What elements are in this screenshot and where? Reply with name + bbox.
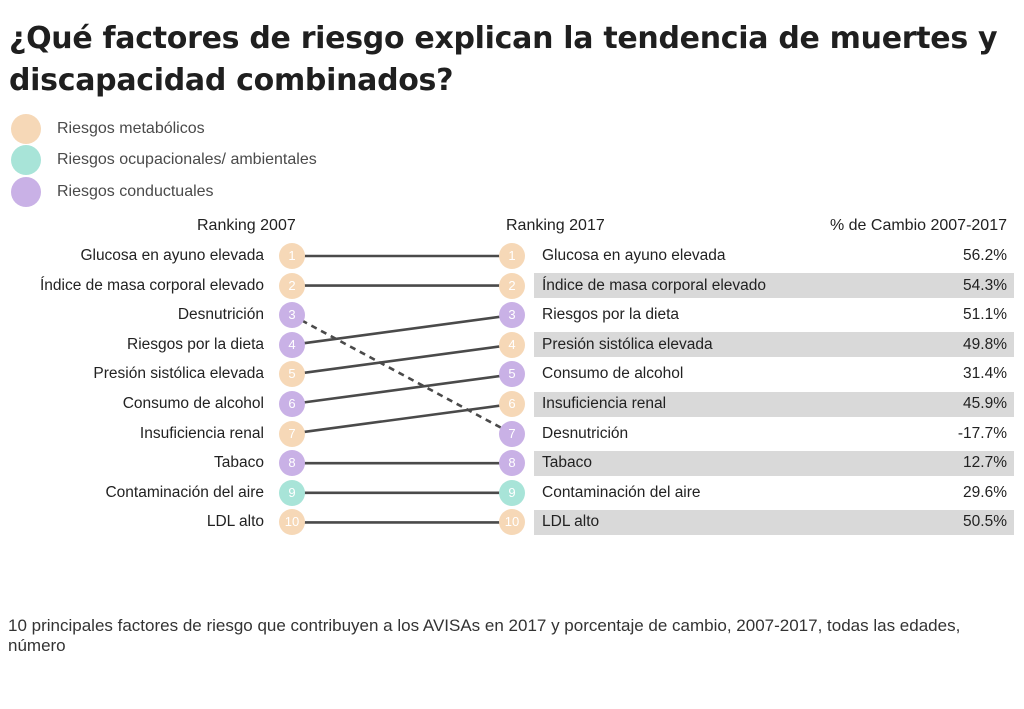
chart-title: ¿Qué factores de riesgo explican la tend… [9, 21, 998, 98]
rank-2017-circle: 3 [499, 302, 525, 329]
legend-label-behavioral: Riesgos conductuales [57, 182, 214, 200]
rank-2017-label: Índice de masa corporal elevado [542, 276, 767, 294]
rank-line [291, 343, 513, 376]
header-ranking-2007: Ranking 2007 [197, 217, 296, 234]
percent-change-value: 51.1% [963, 306, 1007, 324]
rank-2007-label: Índice de masa corporal elevado [39, 276, 264, 294]
legend-swatch-behavioral [11, 176, 41, 207]
rank-2007-label: Consumo de alcohol [122, 395, 264, 412]
legend: Riesgos metabólicos Riesgos ocupacionale… [11, 113, 317, 208]
table-row-background [534, 332, 1014, 358]
legend-item-metabolic: Riesgos metabólicos [11, 113, 317, 145]
rank-2017-circle: 6 [499, 391, 525, 417]
rank-2017-circle: 10 [499, 509, 525, 536]
rank-2007-circle: 8 [279, 450, 305, 477]
legend-label-metabolic: Riesgos metabólicos [57, 119, 205, 137]
legend-swatch-metabolic [11, 113, 41, 144]
percent-change-value: 49.8% [963, 335, 1007, 353]
rank-2017-label: LDL alto [542, 513, 600, 531]
rank-2007-circle: 5 [279, 361, 305, 388]
percent-change-value: 31.4% [963, 365, 1007, 383]
rank-2007-label: Presión sistólica elevada [93, 365, 264, 383]
rank-2007-circle: 4 [279, 331, 305, 358]
percent-change-value: 12.7% [963, 454, 1007, 472]
rank-2017-label: Contaminación del aire [542, 483, 701, 501]
rank-2007-label: Tabaco [214, 454, 264, 472]
rank-2007-label: Glucosa en ayuno elevada [80, 247, 264, 264]
percent-change-value: 54.3% [963, 276, 1007, 294]
footnote: 10 principales factores de riesgo que co… [8, 616, 961, 655]
rank-2017-circle: 2 [499, 272, 525, 299]
rank-2017-circle: 8 [499, 450, 525, 477]
rank-2017-label: Glucosa en ayuno elevada [542, 247, 726, 264]
rank-2017-label: Riesgos por la dieta [542, 306, 679, 324]
rank-2017-circle: 9 [499, 479, 525, 506]
rank-2017-label: Insuficiencia renal [542, 395, 667, 412]
rank-2007-circle: 2 [279, 272, 305, 299]
rank-line [291, 313, 513, 347]
rank-2007-circle: 7 [279, 420, 305, 447]
rank-2017-circle: 5 [499, 361, 525, 388]
table-row-background [534, 450, 1014, 476]
legend-item-environmental: Riesgos ocupacionales/ ambientales [11, 145, 317, 177]
table-row-background [534, 391, 1014, 417]
legend-swatch-environmental [11, 145, 41, 176]
header-ranking-2017: Ranking 2017 [506, 217, 605, 234]
table-row-background [534, 509, 1014, 535]
rank-2017-label: Tabaco [542, 454, 592, 472]
rank-2007-circle: 10 [279, 509, 305, 536]
percent-change-value: 29.6% [963, 483, 1007, 501]
rank-2007-circle: 3 [279, 302, 305, 329]
rank-2017-circle: 1 [499, 243, 525, 269]
rank-2017-circle: 4 [499, 331, 525, 358]
percent-change-value: 56.2% [963, 247, 1007, 264]
rank-line [291, 314, 513, 435]
legend-label-environmental: Riesgos ocupacionales/ ambientales [57, 151, 317, 169]
rank-2017-label: Presión sistólica elevada [542, 335, 713, 353]
percent-change-value: 50.5% [963, 513, 1007, 531]
rank-2007-circle: 9 [279, 479, 305, 506]
rank-2017-label: Consumo de alcohol [542, 365, 684, 383]
percent-change-value: -17.7% [957, 424, 1007, 442]
rank-2017-label: Desnutrición [542, 424, 629, 442]
legend-item-behavioral: Riesgos conductuales [11, 176, 317, 208]
header-percent-change: % de Cambio 2007-2017 [829, 217, 1007, 234]
rank-2007-label: Contaminación del aire [105, 483, 264, 501]
rank-2007-label: Desnutrición [177, 306, 264, 324]
rank-2007-label: LDL alto [206, 513, 264, 531]
table-row-background [534, 273, 1014, 299]
rank-2007-label: Insuficiencia renal [139, 424, 264, 442]
rank-line [291, 402, 513, 435]
percent-change-value: 45.9% [963, 395, 1007, 412]
rank-2007-circle: 6 [279, 391, 305, 417]
rank-2017-circle: 7 [499, 420, 525, 447]
rank-2007-label: Riesgos por la dieta [127, 335, 264, 353]
rank-line [291, 373, 513, 406]
rank-2007-circle: 1 [279, 243, 305, 269]
